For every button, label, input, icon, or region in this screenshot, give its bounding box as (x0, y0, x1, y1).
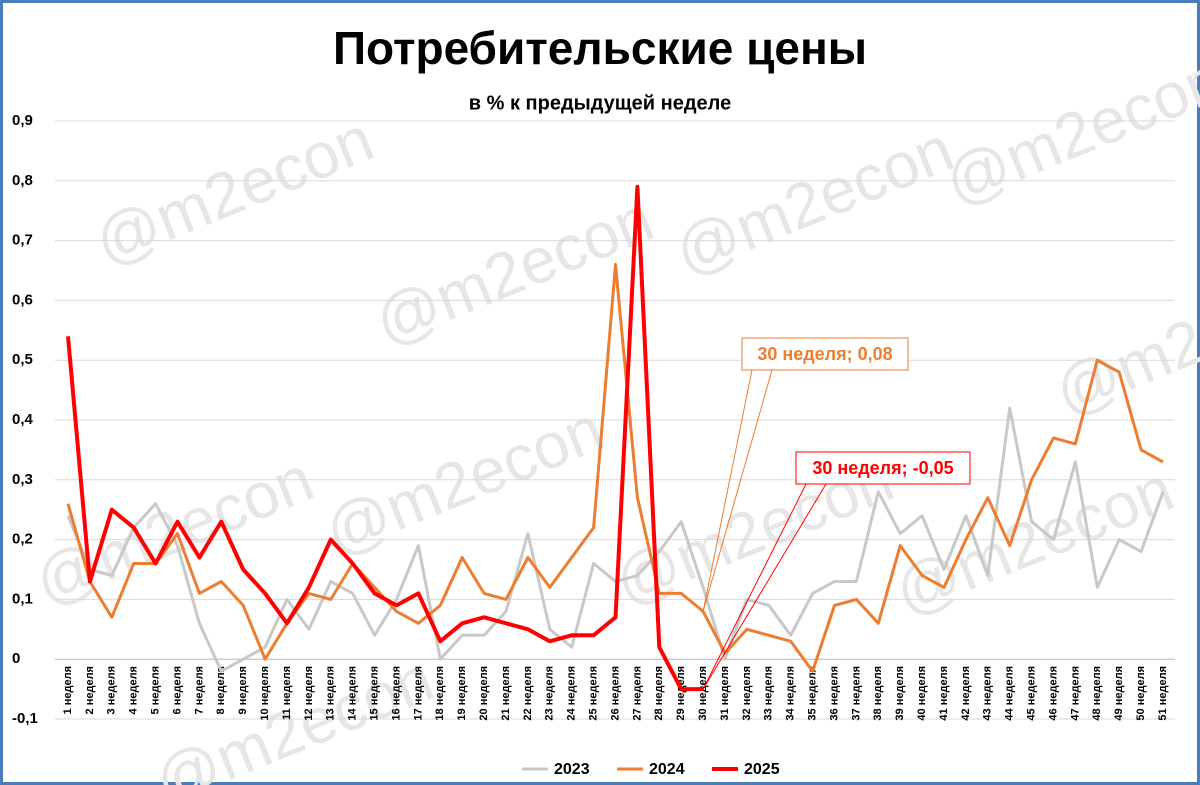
x-tick-label: 6 неделя (171, 666, 183, 714)
y-tick-label: 0,2 (12, 531, 33, 548)
x-tick-label: 5 неделя (150, 666, 162, 714)
x-tick-label: 49 неделя (1113, 666, 1125, 721)
x-tick-label: 43 неделя (982, 666, 994, 721)
x-tick-label: 33 неделя (763, 666, 775, 721)
x-tick-label: 50 неделя (1135, 666, 1147, 721)
x-tick-label: 1 неделя (62, 666, 74, 714)
y-tick-label: 0,4 (12, 411, 34, 428)
x-tick-label: 7 неделя (193, 666, 205, 714)
y-tick-label: 0,9 (12, 112, 33, 129)
annotation-box (795, 451, 971, 485)
x-tick-label: 11 неделя (281, 666, 293, 720)
x-tick-label: 27 неделя (631, 666, 643, 721)
x-tick-label: 19 неделя (456, 666, 468, 721)
x-tick-label: 36 неделя (828, 666, 840, 721)
x-tick-label: 41 неделя (938, 666, 950, 721)
x-tick-label: 12 неделя (303, 666, 315, 721)
x-tick-label: 13 неделя (325, 666, 337, 721)
y-tick-label: -0,1 (12, 710, 38, 727)
annotation-text: 30 неделя; 0,08 (757, 344, 892, 364)
x-tick-label: 25 неделя (588, 666, 600, 721)
x-tick-label: 34 неделя (785, 666, 797, 721)
annotation-box (741, 337, 909, 371)
x-tick-label: 18 неделя (434, 666, 446, 721)
legend-label: 2025 (744, 761, 780, 778)
x-tick-label: 51 неделя (1157, 666, 1169, 721)
x-tick-label: 48 неделя (1091, 666, 1103, 721)
leader-line (702, 369, 773, 612)
x-tick-label: 42 неделя (960, 666, 972, 721)
y-tick-label: 0,8 (12, 172, 33, 189)
series-line (66, 263, 1164, 673)
x-tick-label: 39 неделя (894, 666, 906, 721)
y-tick-label: 0,7 (12, 232, 33, 249)
x-tick-label: 46 неделя (1047, 666, 1059, 721)
x-tick-label: 23 неделя (544, 666, 556, 721)
x-tick-label: 31 неделя (719, 666, 731, 721)
legend-label: 2023 (554, 761, 590, 778)
x-tick-label: 16 неделя (390, 666, 402, 721)
leader-line (702, 483, 807, 690)
x-tick-label: 20 неделя (478, 666, 490, 721)
x-tick-label: 24 неделя (566, 666, 578, 721)
y-tick-label: 0,5 (12, 351, 33, 368)
y-tick-label: 0,3 (12, 471, 33, 488)
y-tick-label: 0,1 (12, 590, 33, 607)
x-tick-label: 4 неделя (128, 666, 140, 714)
x-tick-label: 26 неделя (609, 666, 621, 721)
y-tick-label: 0 (12, 650, 20, 667)
x-tick-label: 32 неделя (741, 666, 753, 721)
annotation-text: 30 неделя; -0,05 (812, 458, 953, 478)
x-tick-label: 17 неделя (412, 666, 424, 721)
x-tick-label: 21 неделя (500, 666, 512, 721)
x-tick-label: 9 неделя (237, 666, 249, 714)
chart-title: Потребительские цены (333, 22, 867, 74)
x-tick-label: 10 неделя (259, 666, 271, 721)
x-tick-label: 38 неделя (872, 666, 884, 721)
x-tick-label: 28 неделя (653, 666, 665, 721)
x-tick-label: 47 неделя (1069, 666, 1081, 721)
series-line (66, 184, 704, 692)
x-tick-label: 40 неделя (916, 666, 928, 721)
y-tick-label: 0,6 (12, 291, 33, 308)
x-tick-label: 15 неделя (369, 666, 381, 721)
x-tick-label: 45 неделя (1026, 666, 1038, 721)
x-tick-label: 3 неделя (106, 666, 118, 714)
x-tick-label: 30 неделя (697, 666, 709, 721)
leader-line (702, 483, 827, 690)
x-tick-label: 2 неделя (84, 666, 96, 714)
x-tick-label: 35 неделя (807, 666, 819, 721)
x-tick-label: 22 неделя (522, 666, 534, 721)
x-tick-label: 14 неделя (347, 666, 359, 721)
x-tick-label: 37 неделя (850, 666, 862, 721)
leader-line (702, 369, 753, 612)
x-tick-label: 8 неделя (215, 666, 227, 714)
x-tick-label: 29 неделя (675, 666, 687, 721)
chart-subtitle: в % к предыдущей неделе (469, 92, 731, 114)
x-tick-label: 44 неделя (1004, 666, 1016, 721)
legend-label: 2024 (649, 761, 685, 778)
